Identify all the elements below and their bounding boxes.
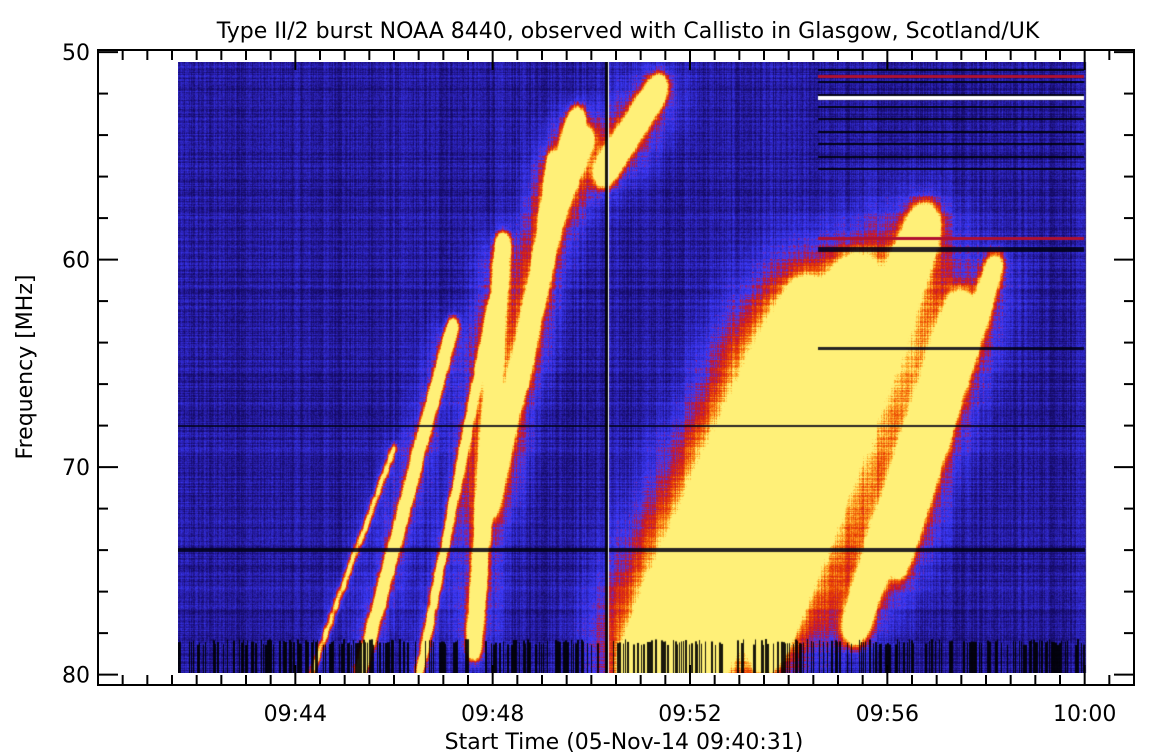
heatmap-canvas (178, 62, 1100, 673)
x-axis-title: Start Time (05-Nov-14 09:40:31) (445, 730, 804, 755)
y-tick-label: 80 (62, 664, 90, 689)
plot-frame (97, 49, 1135, 686)
spectrogram-image (178, 62, 1100, 673)
y-tick-label: 50 (62, 41, 90, 66)
chart-title: Type II/2 burst NOAA 8440, observed with… (216, 19, 1040, 44)
y-tick-label: 60 (62, 249, 90, 274)
x-tick-label: 10:00 (1053, 702, 1116, 727)
x-tick-label: 09:44 (264, 702, 327, 727)
x-tick-label: 09:56 (856, 702, 919, 727)
x-tick-label: 09:48 (461, 702, 524, 727)
y-axis-title: Frequency [MHz] (13, 275, 38, 460)
tick-labels: 09:44 09:48 09:52 09:56 10:00 50 60 70 80 (62, 41, 1116, 727)
y-tick-label: 70 (62, 456, 90, 481)
axis-ticks (98, 50, 1134, 685)
x-tick-label: 09:52 (658, 702, 721, 727)
